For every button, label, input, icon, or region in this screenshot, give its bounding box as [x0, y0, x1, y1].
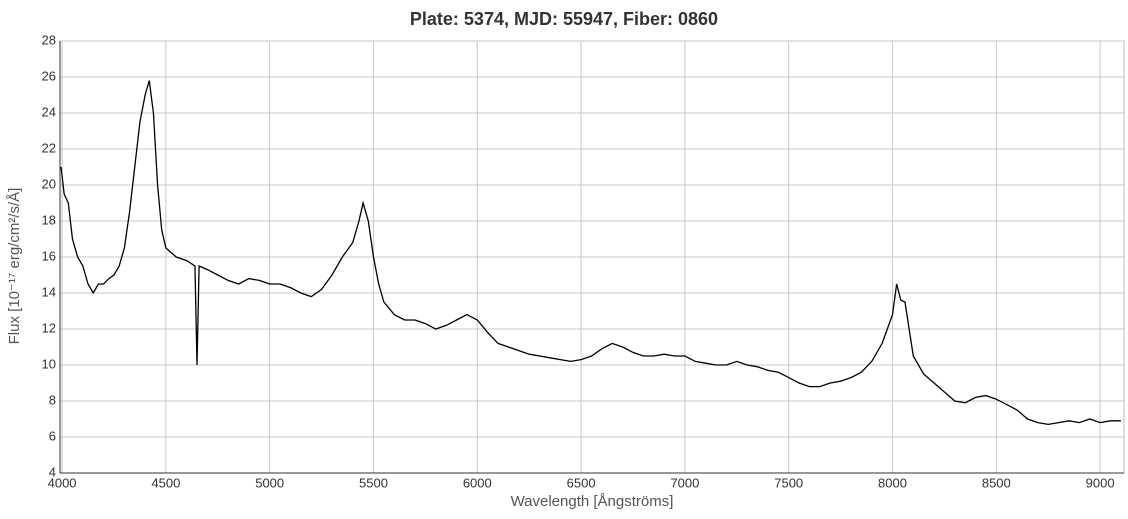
- y-axis-label: Flux [10⁻¹⁷ erg/cm²/s/Å]: [6, 188, 23, 345]
- x-tick-label: 5500: [359, 475, 388, 490]
- y-tick-label: 22: [42, 140, 56, 155]
- x-axis-label: Wavelength [Ångströms]: [511, 493, 674, 510]
- y-tick-label: 16: [42, 248, 56, 263]
- chart-title: Plate: 5374, MJD: 55947, Fiber: 0860: [410, 9, 718, 29]
- x-tick-label: 9000: [1086, 475, 1115, 490]
- x-tick-label: 4500: [151, 475, 180, 490]
- y-tick-label: 20: [42, 176, 56, 191]
- x-tick-label: 7500: [774, 475, 803, 490]
- x-tick-label: 8000: [878, 475, 907, 490]
- x-tick-label: 6500: [567, 475, 596, 490]
- x-tick-label: 8500: [982, 475, 1011, 490]
- x-tick-label: 7000: [670, 475, 699, 490]
- y-tick-label: 8: [49, 392, 56, 407]
- y-tick-label: 28: [42, 32, 56, 47]
- x-tick-label: 4000: [48, 475, 77, 490]
- y-tick-label: 26: [42, 68, 56, 83]
- y-tick-label: 12: [42, 320, 56, 335]
- y-tick-label: 14: [42, 284, 56, 299]
- y-tick-label: 18: [42, 212, 56, 227]
- y-tick-label: 4: [49, 464, 56, 479]
- y-tick-label: 24: [42, 104, 56, 119]
- y-tick-label: 6: [49, 428, 56, 443]
- x-tick-label: 5000: [255, 475, 284, 490]
- spectrum-line: [60, 80, 1121, 426]
- x-tick-label: 6000: [463, 475, 492, 490]
- y-tick-label: 10: [42, 356, 56, 371]
